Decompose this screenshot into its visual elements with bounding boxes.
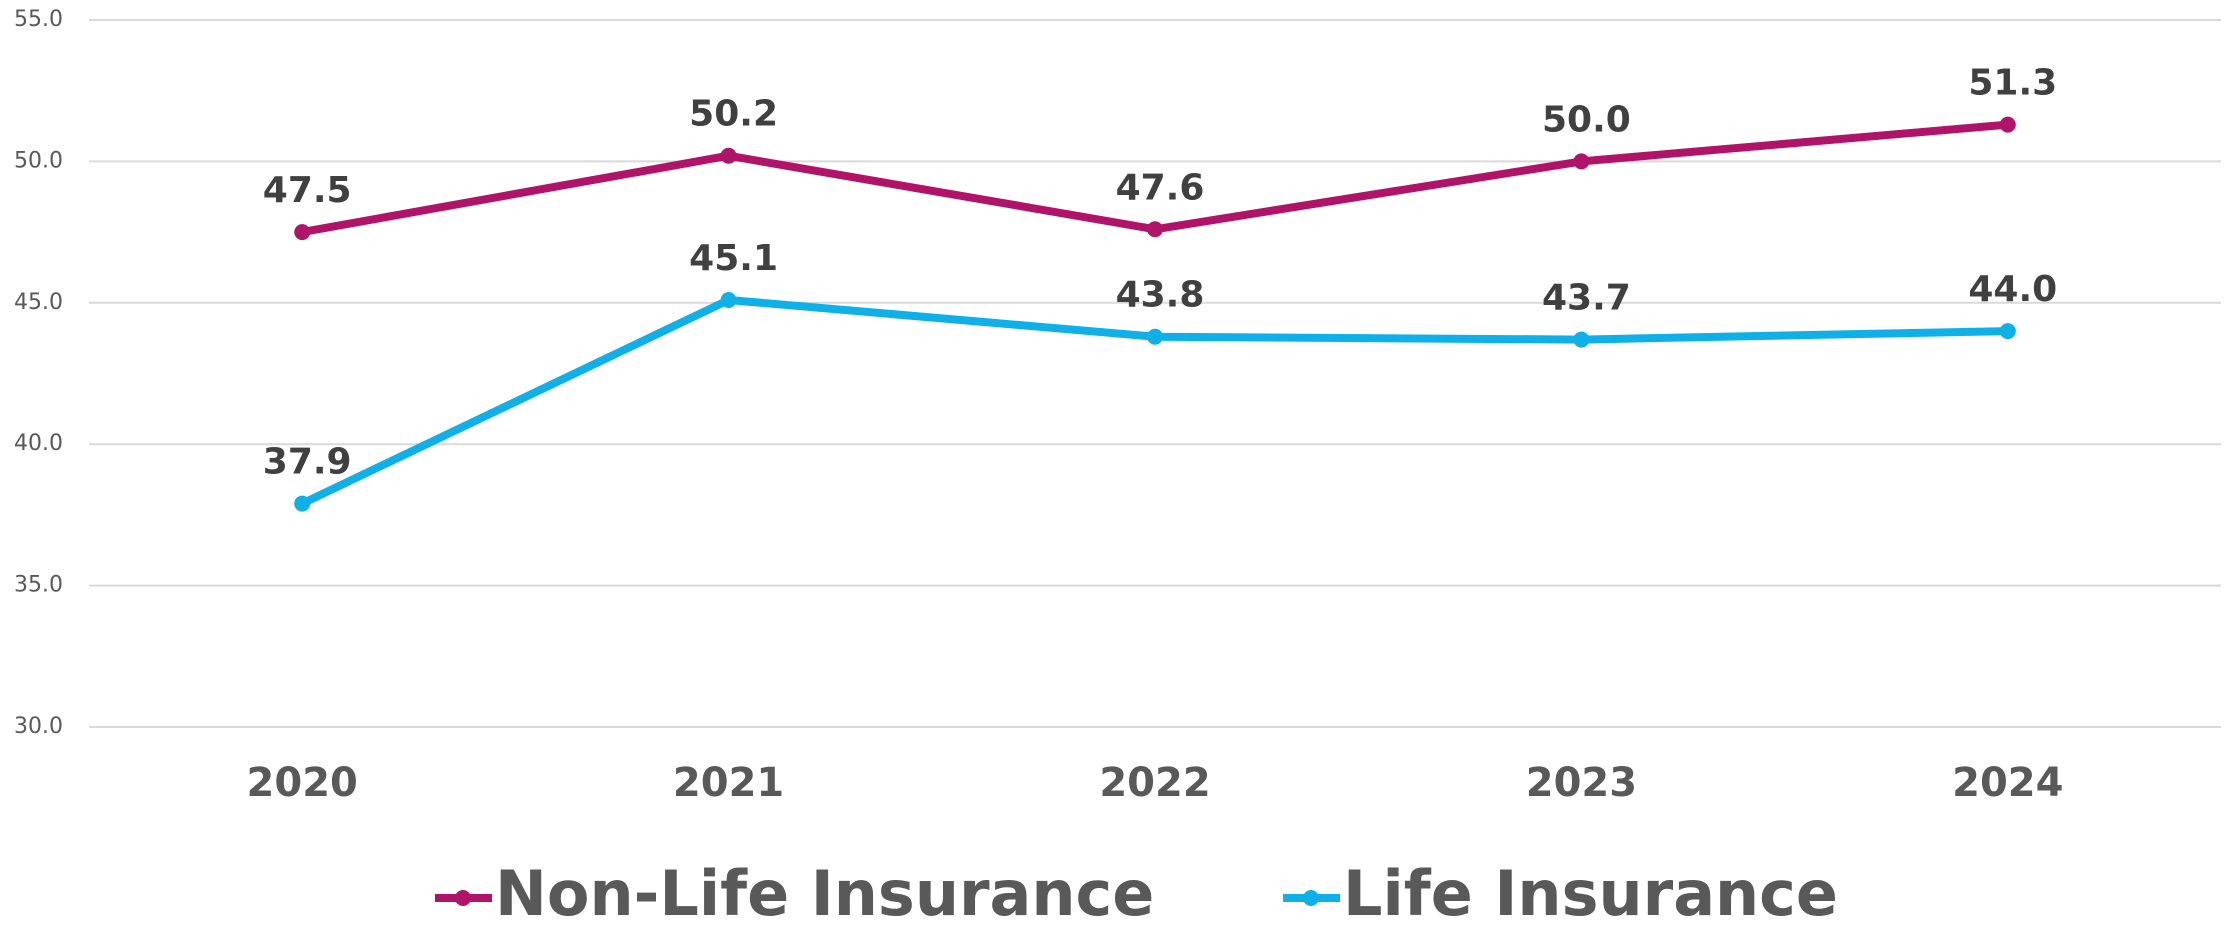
data-label: 51.3	[1968, 63, 2057, 104]
x-tick-label: 2020	[247, 760, 358, 806]
data-point	[1573, 153, 1590, 170]
y-tick-label: 55.0	[14, 7, 63, 32]
x-tick-label: 2024	[1952, 760, 2063, 806]
legend-label: Non-Life Insurance	[495, 857, 1154, 927]
data-label: 43.7	[1542, 278, 1631, 319]
data-point	[720, 147, 737, 164]
data-label: 50.0	[1542, 99, 1631, 140]
data-label: 47.5	[263, 170, 352, 211]
data-point	[1573, 331, 1590, 348]
data-point	[720, 291, 737, 308]
y-tick-label: 50.0	[14, 148, 63, 173]
y-tick-label: 40.0	[14, 431, 63, 456]
data-label: 50.2	[689, 94, 778, 135]
legend-marker	[455, 890, 471, 906]
y-tick-label: 45.0	[14, 290, 63, 315]
data-point	[1147, 328, 1163, 345]
y-tick-label: 30.0	[14, 714, 63, 739]
x-tick-label: 2023	[1526, 760, 1637, 806]
data-label: 43.8	[1116, 275, 1205, 316]
data-point	[1999, 323, 2016, 340]
data-point	[294, 224, 311, 241]
x-tick-label: 2021	[673, 760, 784, 806]
data-point	[1999, 116, 2016, 133]
legend-marker	[1303, 890, 1319, 906]
data-label: 45.1	[689, 238, 778, 279]
x-tick-label: 2022	[1099, 760, 1210, 806]
legend-label: Life Insurance	[1343, 857, 1838, 927]
data-point	[1147, 221, 1163, 238]
data-label: 37.9	[263, 442, 352, 483]
data-label: 47.6	[1116, 167, 1205, 208]
data-label: 44.0	[1968, 269, 2057, 310]
y-tick-label: 35.0	[14, 573, 63, 598]
data-point	[294, 495, 311, 512]
